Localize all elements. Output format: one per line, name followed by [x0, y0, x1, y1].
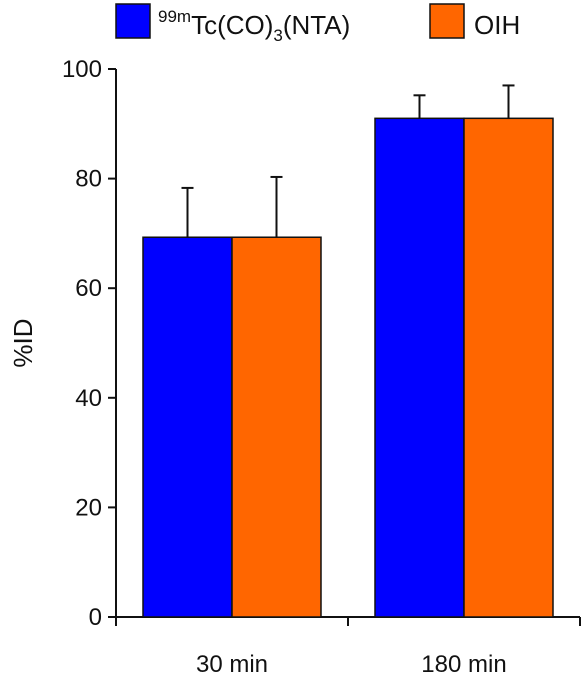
- bar-series-2-0: [231, 236, 322, 618]
- x-tick-label-1: 180 min: [421, 651, 506, 678]
- bar-series-2-1: [463, 117, 554, 618]
- y-tick-label-3: 60: [75, 275, 102, 302]
- legend-label-series-1: 99mTc(CO)3(NTA): [158, 7, 350, 45]
- bar-series-1-0: [142, 236, 233, 618]
- legend-label-series-2: OIH: [474, 10, 520, 40]
- bar-series-1-1: [374, 117, 465, 618]
- y-tick-label-0: 0: [89, 604, 102, 631]
- legend: 99mTc(CO)3(NTA) OIH: [115, 3, 520, 45]
- legend-swatch-series-1: [115, 3, 151, 39]
- y-tick-label-4: 80: [75, 166, 102, 193]
- y-tick-label-5: 100: [62, 56, 102, 83]
- legend-swatch-series-2: [429, 3, 465, 39]
- y-tick-label-2: 40: [75, 385, 102, 412]
- y-axis-label: %ID: [8, 318, 38, 367]
- y-tick-label-1: 20: [75, 494, 102, 521]
- plot-area: 0 20 40 60 80 100 30 min 180 min: [62, 56, 581, 678]
- x-tick-label-0: 30 min: [196, 651, 268, 678]
